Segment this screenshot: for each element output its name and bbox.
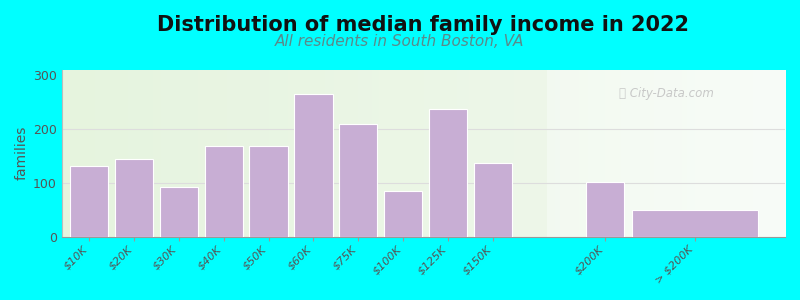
Bar — [474, 163, 512, 237]
Bar — [159, 187, 198, 237]
Title: Distribution of median family income in 2022: Distribution of median family income in … — [158, 15, 690, 35]
Bar — [339, 124, 378, 237]
Bar — [632, 210, 758, 237]
Y-axis label: families: families — [15, 126, 29, 180]
Bar — [62, 70, 547, 237]
Bar — [294, 94, 333, 237]
Text: Ⓢ City-Data.com: Ⓢ City-Data.com — [618, 87, 714, 100]
Bar — [429, 109, 467, 237]
Text: All residents in South Boston, VA: All residents in South Boston, VA — [275, 34, 525, 49]
Bar — [70, 166, 108, 237]
Bar — [250, 146, 287, 237]
Bar — [114, 159, 153, 237]
Bar — [384, 191, 422, 237]
Bar — [586, 182, 625, 237]
Bar — [205, 146, 242, 237]
